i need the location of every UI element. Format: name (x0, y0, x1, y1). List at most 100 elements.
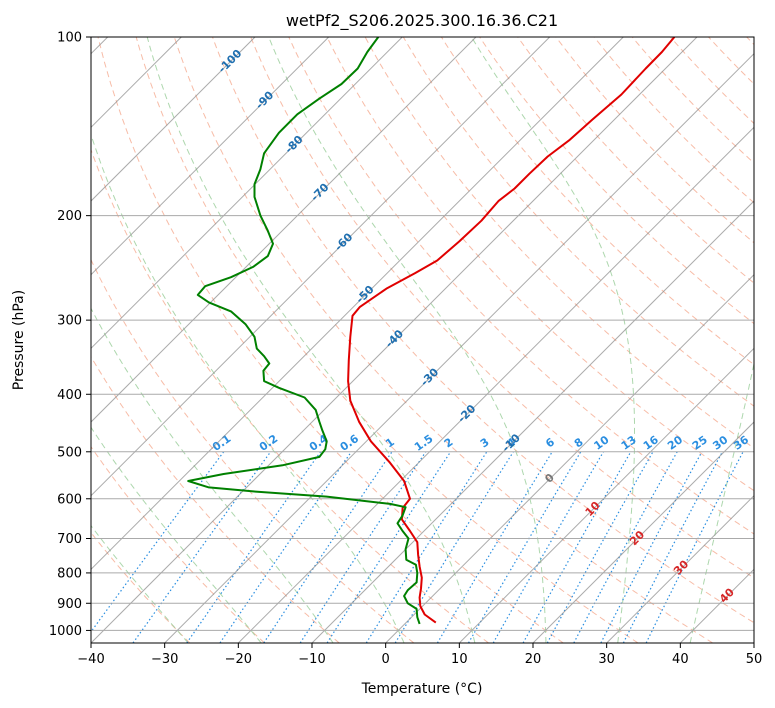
isotherm-line (91, 37, 477, 423)
moist-adiabat (91, 133, 405, 643)
dry-adiabat (135, 37, 639, 643)
isotherm-line (311, 200, 754, 643)
isotherm-line (91, 37, 624, 571)
moist-adiabat (268, 37, 547, 643)
mixing-ratio-line (132, 451, 272, 643)
isotherm-line (679, 568, 754, 643)
mixing-ratio-label: 36 (731, 433, 751, 453)
dry-adiabat (212, 37, 754, 624)
dry-adiabat (250, 37, 754, 579)
y-tick-label: 500 (57, 445, 82, 460)
mixing-ratio-line (263, 451, 393, 643)
mixing-ratio-label: 25 (690, 433, 710, 452)
y-tick-label: 900 (57, 597, 82, 612)
y-tick-label: 300 (57, 314, 82, 329)
mixing-ratio-line (573, 451, 678, 643)
dry-adiabat (440, 37, 754, 366)
x-tick-label: 10 (451, 652, 468, 667)
dry-adiabat (746, 37, 754, 46)
x-tick-label: 50 (746, 652, 763, 667)
dry-adiabat (364, 37, 754, 449)
isotherm-line (91, 37, 330, 276)
isotherm-line (91, 37, 551, 497)
dry-adiabat (97, 37, 564, 643)
dry-adiabat (288, 37, 754, 535)
moist-adiabat (91, 524, 189, 643)
mixing-ratio-line (365, 451, 488, 643)
chart-title: wetPf2_S206.2025.300.16.36.C21 (286, 11, 558, 31)
mixing-ratio-label: 3 (478, 435, 492, 450)
isotherm-line (164, 52, 754, 643)
x-axis-label: Temperature (°C) (361, 681, 483, 697)
x-tick-label: −20 (225, 652, 252, 667)
mixing-ratio-label: 1.5 (412, 432, 435, 454)
dry-adiabat (517, 37, 754, 284)
dry-adiabat (173, 37, 713, 643)
isotherm-line (606, 494, 754, 643)
dry-adiabat (670, 37, 754, 125)
x-tick-label: 20 (525, 652, 542, 667)
mixing-ratio-label: 16 (641, 433, 661, 453)
mixing-ratio-line (299, 451, 427, 643)
moist-adiabat (471, 37, 635, 643)
temperature-profile-line (347, 37, 676, 624)
y-tick-label: 400 (57, 388, 82, 403)
moist-adiabat (689, 361, 754, 643)
mixing-ratio-label: 13 (619, 433, 639, 452)
mixing-ratio-line (326, 451, 452, 643)
mixing-ratio-label: 0.1 (210, 432, 233, 454)
moist-adiabat (91, 307, 334, 643)
isotherm-line (458, 347, 754, 643)
isotherm-line (91, 37, 698, 643)
isotherm-label: -90 (253, 88, 276, 111)
isotherm-label: -60 (332, 230, 355, 253)
mixing-ratio-line (436, 451, 553, 643)
y-axis-label: Pressure (hPa) (11, 290, 27, 390)
isotherm-line (237, 126, 754, 643)
x-tick-label: 0 (382, 652, 390, 667)
mixing-ratio-label: 6 (543, 435, 557, 450)
isotherm-line (753, 642, 754, 643)
dry-adiabat (555, 37, 754, 244)
x-tick-label: −40 (77, 652, 104, 667)
dry-adiabat (593, 37, 754, 204)
y-tick-label: 700 (57, 532, 82, 547)
dewpoint-profile-line (187, 37, 421, 625)
isotherm-line (91, 37, 403, 350)
y-tick-label: 800 (57, 566, 82, 581)
x-tick-label: 40 (672, 652, 689, 667)
y-tick-label: 1000 (49, 624, 82, 639)
y-axis: 100 200 300 400 500 600 700 800 900 1000 (49, 31, 91, 639)
x-tick-label: 30 (598, 652, 615, 667)
mixing-ratio-label: 8 (572, 435, 586, 450)
mixing-ratio-line (546, 451, 654, 643)
dry-adiabat (91, 445, 265, 643)
dry-adiabat (91, 258, 415, 643)
mixing-ratio-label: 10 (591, 433, 611, 453)
isotherm-label: -30 (418, 365, 441, 388)
x-tick-label: −30 (151, 652, 178, 667)
isotherm-line (385, 273, 754, 643)
moist-adiabat (91, 426, 262, 643)
isotherm-line (532, 421, 754, 643)
plot-area: 0.1 0.2 0.4 0.6 1 1.5 2 3 4 6 8 10 13 16 20 25 30 36-100-… (91, 37, 754, 643)
mixing-ratio-line (522, 451, 632, 643)
mixing-ratio-line (645, 451, 744, 643)
mixing-ratio-label: 30 (710, 433, 730, 453)
isotherm-line (91, 37, 256, 202)
y-tick-label: 100 (57, 31, 82, 46)
mixing-ratio-label: 1 (383, 435, 397, 450)
x-axis: −40 −30 −20 −10 0 10 20 30 40 50 (77, 643, 762, 667)
mixing-ratio-label: 20 (665, 433, 685, 453)
mixing-ratio-line (186, 451, 322, 643)
x-tick-label: −10 (298, 652, 325, 667)
dry-adiabat (91, 531, 191, 643)
isotherm-label: 30 (671, 557, 691, 577)
mixing-ratio-line (219, 451, 352, 643)
dry-adiabat (708, 37, 754, 85)
moist-adiabat (146, 37, 476, 643)
dry-adiabat (326, 37, 754, 492)
y-tick-label: 200 (57, 209, 82, 224)
dry-adiabat (91, 148, 489, 643)
